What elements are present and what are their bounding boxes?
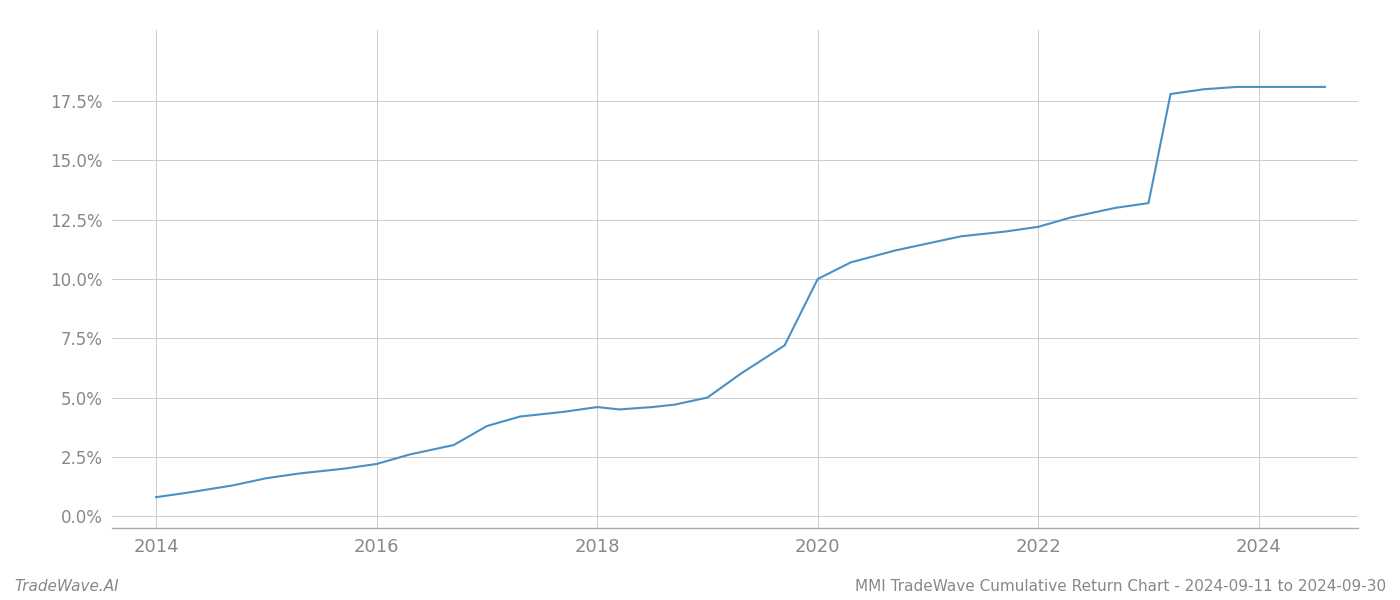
Text: MMI TradeWave Cumulative Return Chart - 2024-09-11 to 2024-09-30: MMI TradeWave Cumulative Return Chart - … [855, 579, 1386, 594]
Text: TradeWave.AI: TradeWave.AI [14, 579, 119, 594]
